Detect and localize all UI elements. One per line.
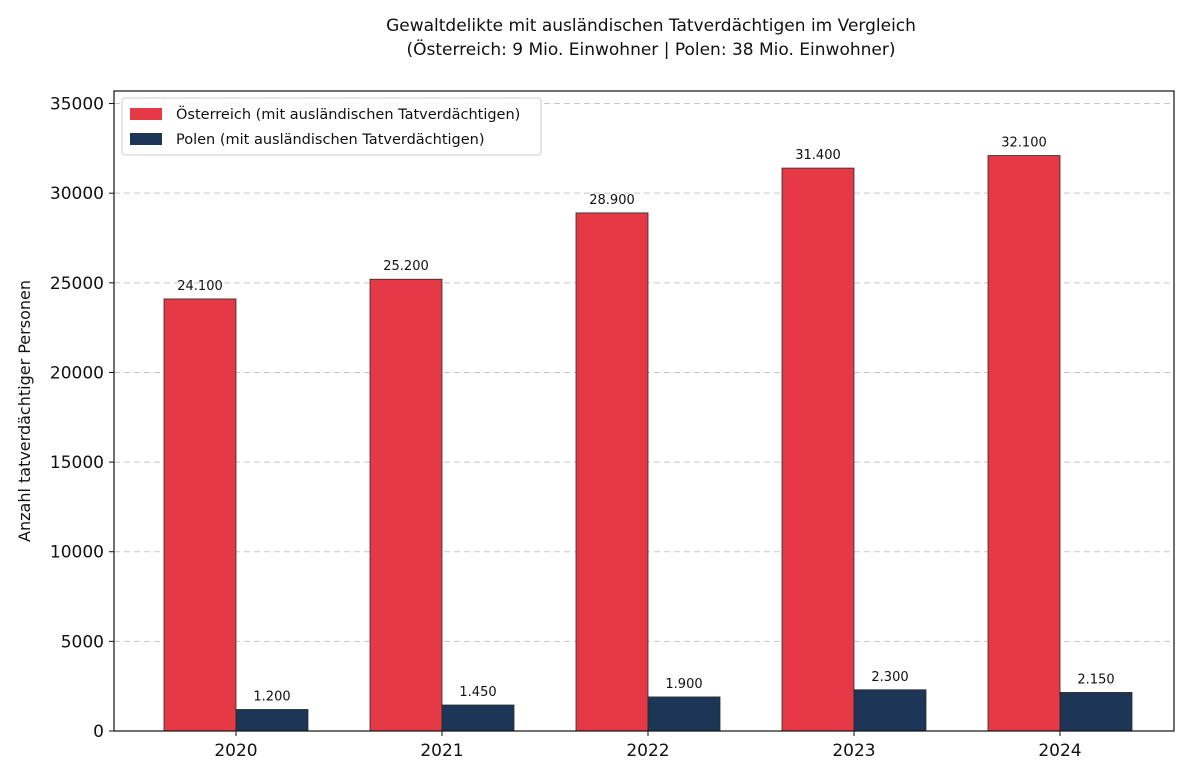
y-tick-label: 30000 <box>50 184 104 204</box>
data-label-oesterreich-2023: 31.400 <box>795 148 841 163</box>
bar-oesterreich-2024 <box>987 155 1061 732</box>
y-tick-label: 25000 <box>50 274 104 294</box>
bar-oesterreich-2022 <box>575 212 649 732</box>
bars <box>163 155 1133 732</box>
bar-oesterreich-2020 <box>163 298 237 732</box>
bar-polen-2023 <box>853 689 927 732</box>
chart-subtitle: (Österreich: 9 Mio. Einwohner | Polen: 3… <box>407 38 896 60</box>
y-tick-label: 0 <box>93 722 104 742</box>
legend-swatch-oesterreich <box>130 108 162 120</box>
legend-box <box>121 97 542 156</box>
data-label-polen-2022: 1.900 <box>665 677 702 692</box>
data-label-polen-2023: 2.300 <box>871 670 908 685</box>
y-tick-label: 5000 <box>61 632 104 652</box>
data-label-polen-2024: 2.150 <box>1077 672 1114 687</box>
legend: Österreich (mit ausländischen Tatverdäch… <box>121 97 542 156</box>
bar-polen-2021 <box>441 704 515 732</box>
data-labels: 24.100 1.200 25.200 1.450 28.900 1.900 31.400 2… <box>177 136 1114 705</box>
y-tick-label: 35000 <box>50 95 104 115</box>
x-axis-ticks: 2020 2021 2022 2023 2024 <box>214 731 1082 761</box>
data-label-oesterreich-2024: 32.100 <box>1001 136 1047 151</box>
legend-label-polen: Polen (mit ausländischen Tatverdächtigen… <box>176 132 485 148</box>
y-tick-label: 10000 <box>50 543 104 563</box>
bar-oesterreich-2023 <box>781 167 855 732</box>
bar-oesterreich-2021 <box>369 278 443 732</box>
data-label-polen-2020: 1.200 <box>253 689 290 704</box>
bar-polen-2022 <box>647 696 721 732</box>
y-tick-label: 20000 <box>50 363 104 383</box>
plot-frame <box>113 90 1175 732</box>
x-tick-label: 2021 <box>420 741 463 761</box>
data-label-oesterreich-2022: 28.900 <box>589 193 635 208</box>
legend-swatch-polen <box>130 133 162 145</box>
y-tick-label: 15000 <box>50 453 104 473</box>
legend-label-oesterreich: Österreich (mit ausländischen Tatverdäch… <box>176 105 520 123</box>
y-axis-ticks: 0 5000 10000 15000 20000 25000 30000 35000 <box>50 95 114 742</box>
chart-title: Gewaltdelikte mit ausländischen Tatverdä… <box>386 16 916 36</box>
y-axis-label: Anzahl tatverdächtiger Personen <box>15 280 34 542</box>
bar-polen-2024 <box>1059 692 1133 732</box>
data-label-polen-2021: 1.450 <box>459 685 496 700</box>
x-tick-label: 2020 <box>214 741 257 761</box>
x-tick-label: 2024 <box>1038 741 1081 761</box>
data-label-oesterreich-2021: 25.200 <box>383 259 429 274</box>
x-tick-label: 2023 <box>832 741 875 761</box>
bar-polen-2020 <box>235 709 309 732</box>
x-tick-label: 2022 <box>626 741 669 761</box>
data-label-oesterreich-2020: 24.100 <box>177 279 223 294</box>
